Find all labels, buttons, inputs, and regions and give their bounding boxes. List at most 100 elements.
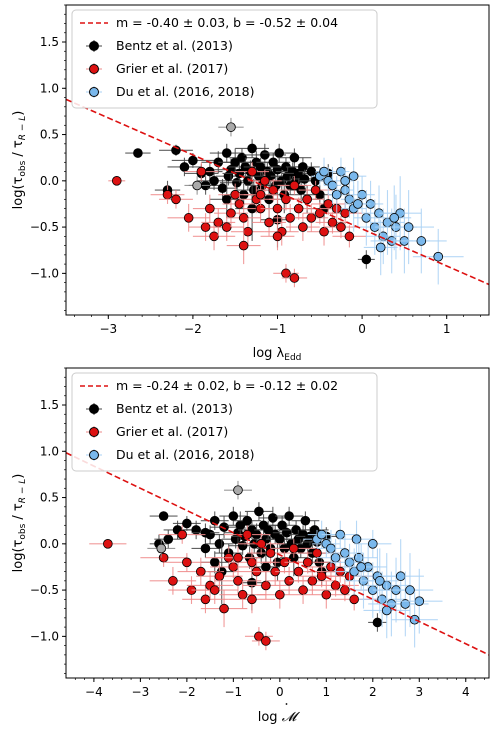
point-s2-22 — [391, 591, 438, 648]
bottom-x-axis-label: log 𝓜 — [258, 710, 301, 725]
point-s1-4 — [163, 553, 211, 572]
point-s0-7 — [197, 171, 231, 191]
point-s0-30 — [268, 516, 297, 535]
point-s1-0 — [89, 539, 127, 549]
point-s2-27 — [377, 185, 412, 251]
point-s1-43 — [243, 183, 278, 206]
bottom-legend-du-label: Du et al. (2016, 2018) — [116, 447, 255, 462]
point-s1-43 — [214, 546, 262, 569]
point-s1-41 — [226, 227, 261, 265]
top-legend: m = -0.40 ± 0.03, b = -0.52 ± 0.04 Bentz… — [71, 9, 378, 109]
y-tick-label-0-2: 0.0 — [40, 174, 59, 188]
top-legend-grier-swatch — [86, 63, 102, 75]
point-s0-45 — [285, 157, 320, 177]
point-s0-0 — [125, 148, 151, 158]
bottom-legend-fit-label: m = -0.24 ± 0.02, b = -0.12 ± 0.02 — [116, 378, 338, 393]
point-s0-33 — [275, 506, 304, 526]
point-s1-25 — [277, 176, 312, 195]
x-tick-label-1-7: 3 — [415, 685, 423, 699]
point-s1-28 — [284, 551, 331, 574]
top-plot-area — [66, 98, 489, 288]
y-tick-label-0-4: 1.0 — [40, 81, 59, 95]
fit-line-0 — [66, 98, 489, 286]
point-s2-4 — [328, 176, 346, 214]
y-tick-label-1-4: 1.0 — [40, 444, 59, 458]
point-s1-18 — [237, 532, 285, 555]
point-s0-10 — [209, 143, 244, 163]
bottom-panel: −4 −3 −2 −1 0 1 2 3 4−1.0−0.50.00.51.01.5 log 𝓜 … — [11, 367, 490, 725]
point-s2-7 — [330, 543, 369, 581]
point-s0-53 — [368, 613, 387, 632]
point-s0-1 — [159, 144, 193, 156]
point-s2-24 — [345, 180, 371, 228]
point-s1-12 — [222, 192, 257, 216]
y-tick-label-1-2: 0.0 — [40, 537, 59, 551]
point-s2-24 — [342, 543, 380, 591]
y-tick-label-1-0: −1.0 — [30, 629, 59, 643]
y-tick-label-0-3: 0.5 — [40, 128, 59, 142]
y-tick-label-0-0: −1.0 — [30, 266, 59, 280]
x-tick-label-1-8: 4 — [462, 685, 470, 699]
point-s2-3 — [324, 166, 341, 204]
point-s1-22 — [256, 580, 304, 609]
point-s2-25 — [363, 219, 398, 276]
point-s1-10 — [196, 562, 243, 591]
point-s1-30 — [298, 180, 333, 200]
point-s2-21 — [396, 568, 443, 634]
x-tick-label-1-3: −1 — [224, 685, 242, 699]
top-legend-bentz-label: Bentz et al. (2013) — [116, 38, 233, 53]
point-s2-25 — [363, 582, 410, 639]
point-s2-1 — [315, 157, 333, 186]
point-s1-41 — [200, 590, 248, 628]
x-tick-label-0-1: −2 — [184, 322, 202, 336]
bottom-x-label-dot — [285, 703, 288, 705]
point-s2-20 — [383, 190, 435, 265]
point-s3-0 — [224, 480, 252, 500]
y-tick-label-0-1: −0.5 — [30, 220, 59, 234]
point-s1-36 — [324, 215, 358, 239]
x-tick-label-0-3: 0 — [358, 322, 366, 336]
point-s2-20 — [386, 553, 434, 628]
point-s0-3 — [191, 539, 220, 558]
point-s1-28 — [290, 188, 325, 211]
bottom-legend-grier-label: Grier et al. (2017) — [116, 424, 228, 439]
x-tick-label-0-0: −3 — [99, 322, 117, 336]
bottom-legend-bentz-swatch — [86, 403, 102, 415]
point-s1-15 — [235, 162, 270, 181]
point-s1-40 — [281, 268, 308, 288]
point-s0-20 — [244, 502, 273, 521]
point-s1-6 — [177, 557, 225, 586]
point-s1-3 — [167, 203, 210, 232]
point-s2-5 — [332, 157, 350, 186]
point-s1-3 — [158, 525, 206, 544]
x-tick-label-1-5: 1 — [322, 685, 330, 699]
point-s1-25 — [270, 539, 318, 558]
point-s2-23 — [337, 520, 376, 558]
point-s0-53 — [209, 180, 244, 218]
point-s2-22 — [412, 228, 464, 285]
top-y-axis-label: log(τobs / τR − L) — [11, 111, 28, 210]
point-s0-56 — [357, 250, 375, 269]
x-tick-label-1-4: 0 — [276, 685, 284, 699]
point-s0-9 — [219, 506, 248, 526]
point-s2-6 — [326, 534, 364, 572]
point-s0-34 — [262, 143, 297, 163]
point-s1-4 — [184, 162, 219, 181]
point-s3-0 — [218, 117, 244, 137]
point-s2-15 — [370, 190, 405, 255]
bottom-plot-area — [66, 452, 489, 656]
y-tick-label-1-3: 0.5 — [40, 491, 59, 505]
bottom-legend-bentz-label: Bentz et al. (2013) — [116, 401, 233, 416]
top-legend-grier-label: Grier et al. (2017) — [116, 61, 228, 76]
bottom-legend-du-swatch — [86, 449, 102, 461]
point-s1-15 — [224, 525, 271, 544]
point-s1-0 — [108, 176, 126, 186]
point-s1-38 — [332, 225, 367, 248]
point-s3-1 — [147, 539, 176, 558]
point-s0-44 — [300, 520, 329, 540]
point-s1-42 — [260, 222, 295, 251]
point-s1-18 — [247, 169, 282, 192]
point-s1-40 — [251, 631, 280, 651]
y-tick-label-0-5: 1.5 — [40, 35, 59, 49]
y-tick-label-1-1: −0.5 — [30, 583, 59, 597]
